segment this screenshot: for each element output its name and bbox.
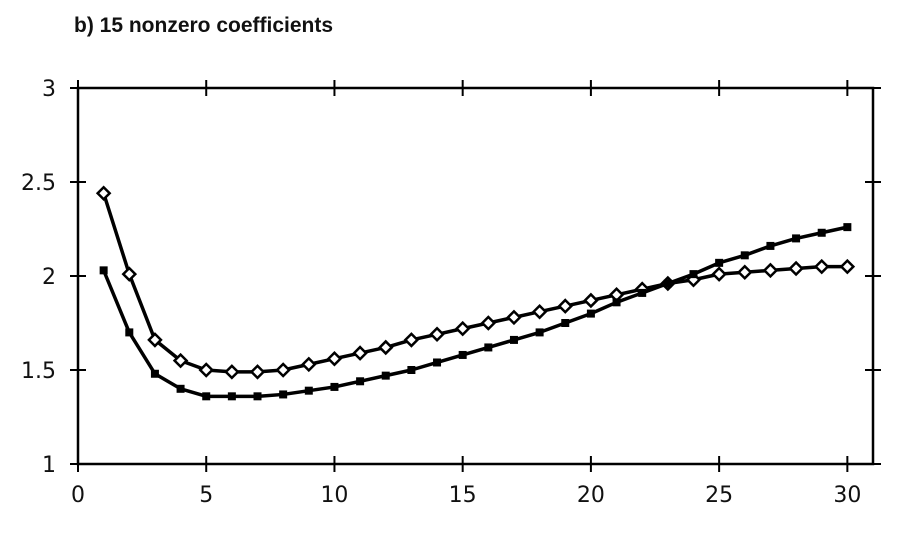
tick-labels: 0 5 10 15 20 25 30 1 1.5 2 2.5 3: [21, 77, 861, 508]
y-tick-label: 1.5: [21, 359, 56, 384]
series-1: [95, 185, 856, 380]
data-point: [433, 358, 442, 367]
data-point: [121, 266, 138, 282]
y-tick-label: 3: [42, 77, 56, 102]
data-point: [275, 362, 291, 378]
data-point: [352, 345, 368, 361]
data-point: [381, 371, 390, 380]
data-point: [509, 335, 518, 344]
data-point: [689, 270, 698, 279]
data-point: [330, 382, 339, 391]
data-point: [172, 352, 189, 369]
data-point: [125, 328, 134, 337]
x-tick-label: 0: [71, 483, 85, 508]
data-point: [356, 377, 365, 386]
data-point: [740, 251, 749, 260]
data-point: [249, 364, 266, 380]
data-point: [663, 279, 672, 288]
data-point: [792, 234, 801, 243]
data-point: [326, 350, 343, 367]
data-point: [95, 185, 112, 202]
data-point: [147, 332, 163, 348]
data-point: [224, 364, 240, 380]
data-point: [176, 384, 185, 393]
axis-ticks: [70, 80, 881, 472]
data-point: [612, 298, 621, 307]
data-point: [253, 392, 262, 401]
data-point: [484, 343, 493, 352]
data-point: [227, 392, 236, 401]
series-line: [102, 225, 848, 399]
series-line: [101, 192, 848, 374]
x-tick-label: 10: [320, 483, 348, 508]
data-point: [813, 258, 830, 275]
data-point: [377, 339, 394, 356]
data-point: [458, 350, 467, 359]
y-tick-label: 2: [42, 265, 56, 290]
x-tick-label: 5: [199, 483, 213, 508]
chart-title: b) 15 nonzero coefficients: [74, 14, 334, 37]
data-point: [839, 258, 856, 275]
data-point: [535, 328, 544, 337]
data-point: [429, 326, 445, 343]
x-tick-label: 30: [833, 483, 861, 508]
data-point: [150, 369, 159, 378]
data-point: [715, 258, 724, 267]
data-point: [506, 309, 522, 326]
data-point: [561, 319, 570, 327]
data-point: [586, 309, 595, 318]
data-point: [638, 288, 647, 297]
x-tick-label: 20: [577, 483, 605, 508]
data-point: [198, 362, 214, 378]
data-point: [762, 262, 779, 279]
data-point: [737, 264, 753, 281]
plot-frame: [76, 86, 875, 466]
data-point: [279, 390, 288, 399]
data-point: [301, 356, 317, 373]
data-point: [403, 332, 420, 348]
series-2: [99, 223, 852, 401]
data-point: [583, 292, 599, 309]
data-point: [817, 228, 826, 237]
data-point: [557, 298, 574, 314]
data-point: [454, 320, 471, 337]
data-point: [788, 260, 804, 277]
data-point: [766, 241, 775, 250]
series-layer: [95, 185, 856, 401]
data-point: [99, 266, 108, 275]
data-point: [202, 392, 211, 401]
data-point: [531, 303, 548, 320]
data-point: [304, 386, 313, 395]
data-point: [711, 266, 727, 282]
x-tick-label: 25: [705, 483, 733, 508]
data-point: [480, 315, 497, 331]
y-tick-label: 1: [42, 453, 56, 478]
x-tick-label: 15: [449, 483, 477, 508]
y-tick-label: 2.5: [21, 171, 56, 196]
data-point: [843, 223, 852, 232]
data-point: [407, 366, 416, 374]
